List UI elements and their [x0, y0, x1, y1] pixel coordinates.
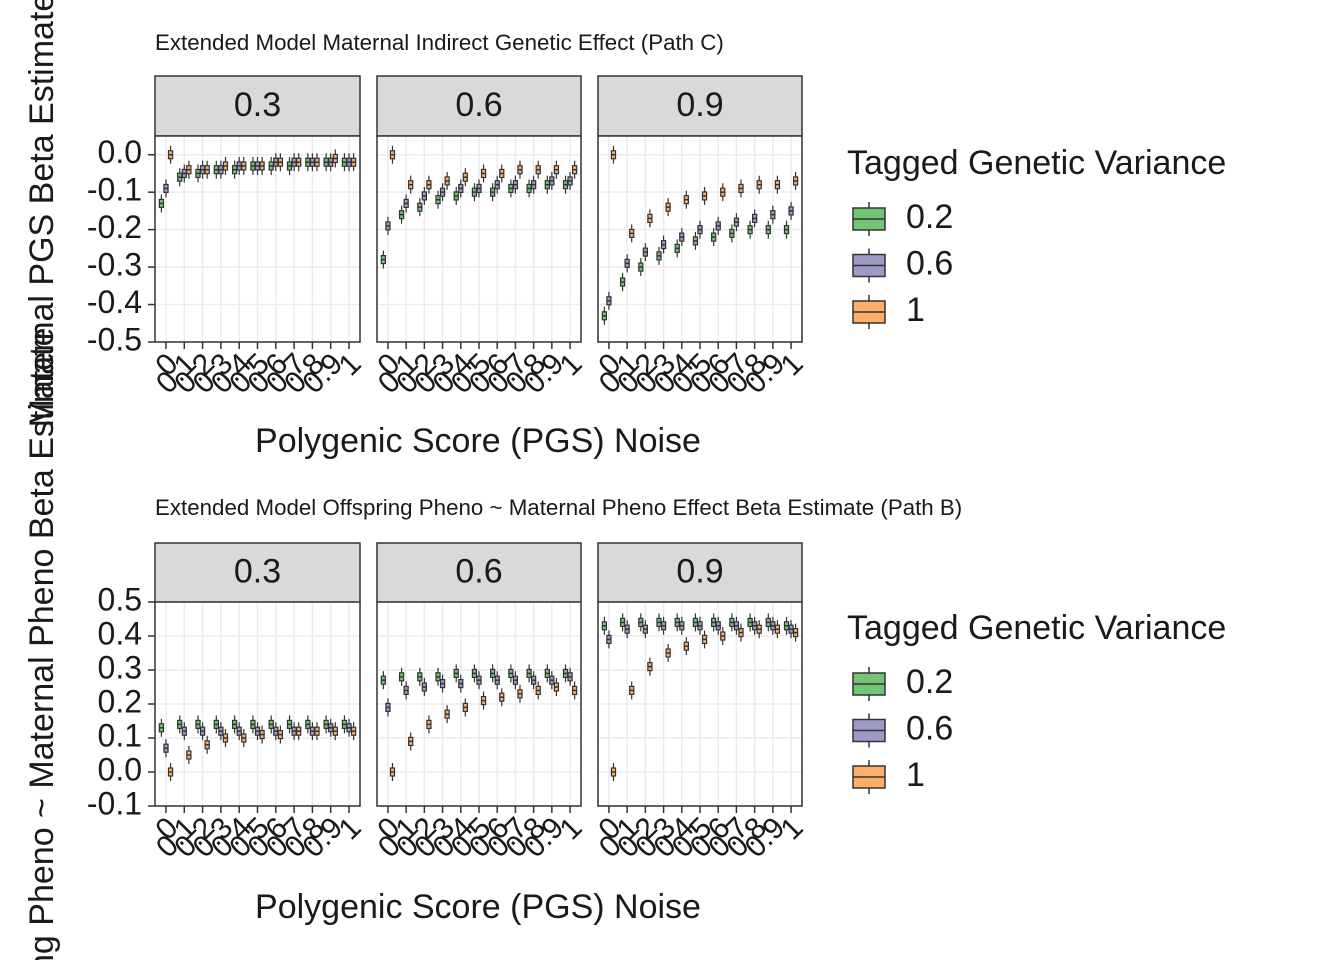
facet-label: 0.6: [455, 552, 502, 590]
y-tick-label: 0.1: [98, 717, 142, 753]
y-tick-label: -0.5: [87, 321, 142, 357]
legend-label: 0.6: [906, 244, 953, 282]
y-tick-label: -0.4: [87, 284, 142, 320]
legend-label: 0.2: [906, 198, 953, 236]
y-axis-title: Maternal PGS Beta Estimate: [23, 0, 61, 427]
legend-title: Tagged Genetic Variance: [847, 609, 1226, 647]
y-tick-label: 0.4: [98, 615, 142, 651]
y-tick-label: 0.0: [98, 751, 142, 787]
facet-label: 0.9: [676, 552, 723, 590]
legend-title: Tagged Genetic Variance: [847, 144, 1226, 182]
legend-label: 1: [906, 291, 925, 329]
facet-label: 0.3: [234, 552, 281, 590]
strip: [376, 542, 582, 603]
facet-label: 0.9: [676, 86, 723, 124]
y-tick-label: 0.0: [98, 134, 142, 170]
legend-label: 0.6: [906, 709, 953, 747]
strip: [154, 542, 361, 603]
y-tick-label: -0.2: [87, 209, 142, 245]
y-tick-label: 0.5: [98, 581, 142, 617]
facet-label: 0.3: [234, 86, 281, 124]
y-tick-label: 0.3: [98, 649, 142, 685]
chart-title: Extended Model Offspring Pheno ~ Materna…: [155, 495, 962, 520]
legend-label: 0.2: [906, 663, 953, 701]
chart-title: Extended Model Maternal Indirect Genetic…: [155, 30, 724, 55]
y-tick-label: 0.2: [98, 683, 142, 719]
y-tick-label: -0.1: [87, 172, 142, 208]
y-tick-label: -0.1: [87, 785, 142, 821]
x-axis-title: Polygenic Score (PGS) Noise: [255, 888, 701, 926]
strip: [376, 75, 582, 137]
x-axis-title: Polygenic Score (PGS) Noise: [255, 422, 701, 460]
facet-label: 0.6: [455, 86, 502, 124]
y-tick-label: -0.3: [87, 247, 142, 283]
legend-label: 1: [906, 756, 925, 794]
strip: [597, 542, 803, 603]
strip: [154, 75, 361, 137]
y-axis-title: Offspring Pheno ~ Maternal Pheno Beta Es…: [23, 328, 61, 960]
